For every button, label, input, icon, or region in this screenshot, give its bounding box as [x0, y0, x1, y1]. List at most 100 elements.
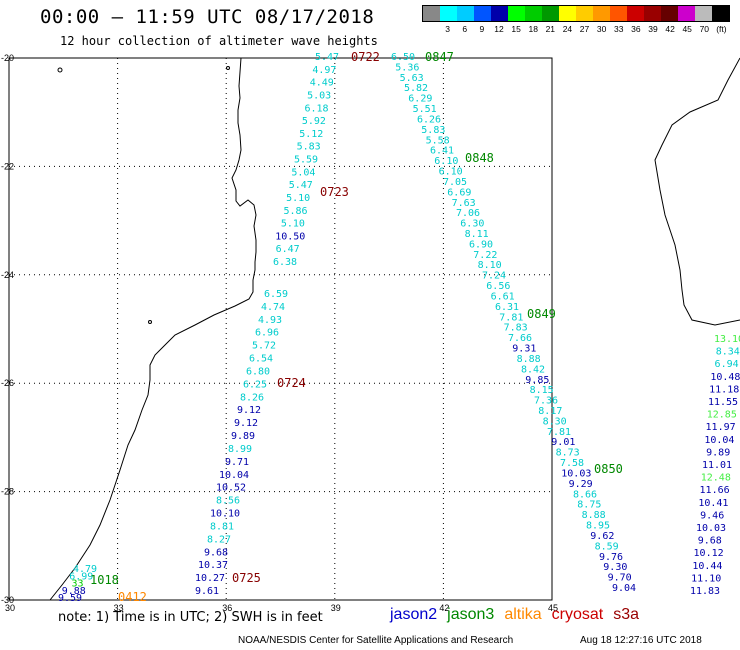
swh-value: 9.68 — [698, 536, 722, 547]
swh-value: 10.44 — [692, 561, 722, 572]
swh-value: 8.42 — [521, 364, 545, 375]
satellite-legend: jason2 jason3 altika cryosat s3a — [390, 606, 649, 624]
swh-value: 7.81 — [499, 312, 523, 323]
lon-label: 33 — [114, 603, 124, 613]
swh-value: 6.26 — [417, 114, 441, 125]
swh-value: 5.86 — [283, 206, 307, 217]
swh-value: 7.66 — [508, 333, 532, 344]
legend-labels: 3 6 9 12 15 18 21 24 27 30 33 36 39 42 45 70 (ft) — [422, 24, 730, 34]
swh-value: 7.05 — [443, 177, 467, 188]
swh-value: 33 — [71, 579, 83, 590]
legend-swatch — [559, 6, 576, 21]
satellite-legend-item: cryosat — [551, 606, 604, 623]
swh-value: 7.22 — [473, 250, 497, 261]
legend-label: 21 — [545, 24, 556, 34]
swh-value: 8.59 — [595, 541, 619, 552]
legend-label: 36 — [631, 24, 641, 34]
legend-label: 6 — [462, 24, 468, 34]
swh-value: 6.61 — [491, 291, 515, 302]
swh-value: 10.52 — [216, 483, 246, 494]
swh-value: 5.04 — [291, 167, 315, 178]
swh-value: 9.30 — [603, 562, 627, 573]
legend-swatch — [423, 6, 440, 21]
swh-value: 11.01 — [702, 460, 732, 471]
swh-value: 10.03 — [561, 468, 591, 479]
swh-value: 9.71 — [225, 457, 249, 468]
pass-time-label: 0724 — [277, 376, 306, 390]
swh-value: 6.50 — [391, 52, 415, 63]
mozambique-coast — [49, 57, 257, 601]
swh-value: 5.36 — [395, 62, 419, 73]
lat-label: -20 — [1, 53, 14, 63]
swh-value: 8.17 — [538, 406, 562, 417]
pass-time-label: 1018 — [90, 573, 119, 587]
swh-value: 8.99 — [228, 444, 252, 455]
swh-value: 9.46 — [700, 510, 724, 521]
swh-value: 6.18 — [304, 103, 328, 114]
pass-time-label: 0412 — [118, 590, 147, 604]
swh-value: 6.96 — [255, 328, 279, 339]
lat-label: -26 — [1, 378, 14, 388]
lat-label: -30 — [1, 595, 14, 605]
swh-value: 8.73 — [556, 448, 580, 459]
legend-label: (ft) — [716, 24, 727, 34]
swh-value: 10.03 — [696, 523, 726, 534]
swh-value: 6.38 — [273, 257, 297, 268]
swh-value: 9.70 — [608, 573, 632, 584]
lat-label: -22 — [1, 161, 14, 171]
swh-value: 10.37 — [198, 560, 228, 571]
swh-value: 11.83 — [690, 586, 720, 597]
satellite-legend-item: altika — [504, 606, 542, 623]
lat-label: -24 — [1, 270, 14, 280]
swh-value: 8.56 — [216, 496, 240, 507]
swh-value: 9.85 — [525, 375, 549, 386]
swh-value: 11.97 — [706, 422, 736, 433]
legend-swatch — [593, 6, 610, 21]
map-frame — [8, 57, 553, 601]
swh-value: 7.81 — [547, 427, 571, 438]
swh-value: 7.83 — [504, 323, 528, 334]
pass-time-label: 0850 — [594, 462, 623, 476]
small-island — [148, 320, 152, 324]
swh-value: 6.10 — [439, 167, 463, 178]
swh-value: 13.10 — [714, 334, 740, 345]
swh-value: 4.79 — [73, 564, 97, 575]
swh-value: 4.93 — [258, 315, 282, 326]
legend-label: 70 — [699, 24, 710, 34]
swh-value: 6.10 — [434, 156, 458, 167]
swh-value: 6.99 — [69, 571, 93, 582]
map-subtitle: 12 hour collection of altimeter wave hei… — [60, 34, 378, 48]
legend-swatches — [422, 5, 730, 22]
legend-swatch — [610, 6, 627, 21]
swh-value: 7.06 — [456, 208, 480, 219]
swh-value: 8.75 — [577, 500, 601, 511]
lon-label: 39 — [331, 603, 341, 613]
swh-value: 7.24 — [482, 271, 506, 282]
small-island — [57, 67, 63, 73]
legend-label: 30 — [596, 24, 607, 34]
track-values: 5.47 4.97 4.495.03 6.18 5.92 5.12 5.83 5.595.04… — [58, 52, 740, 604]
swh-value: 9.61 — [195, 586, 219, 597]
swh-value: 10.27 — [195, 573, 225, 584]
legend-label: 27 — [579, 24, 590, 34]
swh-value: 8.27 — [207, 534, 231, 545]
legend-swatch — [474, 6, 491, 21]
legend-label: 42 — [665, 24, 675, 34]
swh-value: 5.03 — [307, 90, 331, 101]
legend-label: 24 — [562, 24, 573, 34]
legend-label: 15 — [511, 24, 521, 34]
swh-value: 9.01 — [551, 437, 575, 448]
lat-lon-grid — [8, 57, 553, 601]
swh-value: 5.72 — [252, 341, 276, 352]
swh-value: 6.80 — [246, 366, 270, 377]
lat-label: -28 — [1, 487, 14, 497]
swh-value: 9.12 — [237, 405, 261, 416]
swh-value: 10.04 — [219, 470, 249, 481]
pass-time-label: 0847 — [425, 50, 454, 64]
legend-label: 39 — [648, 24, 658, 34]
swh-value: 6.47 — [276, 244, 300, 255]
legend-swatch — [525, 6, 542, 21]
swh-value: 8.88 — [517, 354, 541, 365]
swh-value: 7.36 — [534, 396, 558, 407]
swh-value: 8.34 — [716, 347, 740, 358]
